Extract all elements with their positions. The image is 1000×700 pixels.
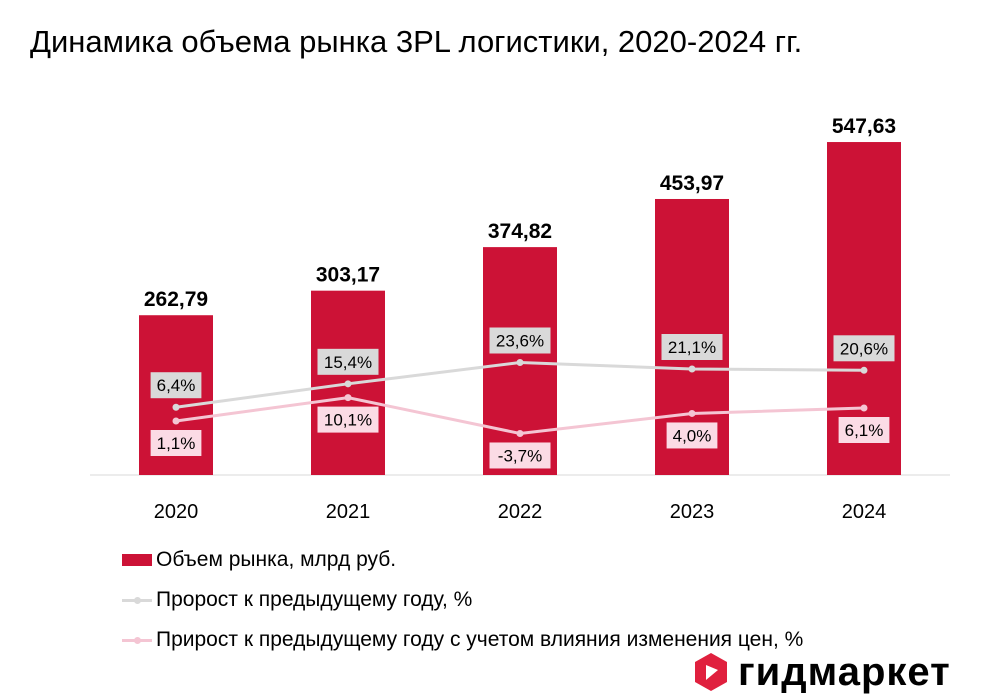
real-growth-point-2022 bbox=[516, 429, 524, 437]
growth-label-box-2021 bbox=[317, 348, 379, 375]
legend-item-market-volume: Объем рынка, млрд руб. bbox=[122, 540, 803, 580]
growth-point-2020 bbox=[172, 403, 180, 411]
chart-legend: Объем рынка, млрд руб. Пророст к предыду… bbox=[122, 540, 803, 660]
legend-label-real-growth: Прирост к предыдущему году с учетом влия… bbox=[156, 628, 804, 651]
real-growth-label-2023: 4,0% bbox=[673, 426, 712, 445]
legend-swatch-real-growth-line bbox=[122, 634, 152, 646]
bar-value-label-2021: 303,17 bbox=[316, 264, 380, 287]
growth-label-box-2020 bbox=[150, 372, 202, 399]
bar-value-label-2024: 547,63 bbox=[832, 115, 896, 138]
x-tick-label-2022: 2022 bbox=[498, 501, 543, 523]
real-growth-label-box-2021 bbox=[317, 406, 379, 433]
real-growth-label-box-2020 bbox=[150, 430, 202, 456]
real-growth-point-2024 bbox=[860, 404, 868, 412]
growth-label-box-2022 bbox=[489, 327, 551, 354]
real-growth-label-box-2024 bbox=[838, 417, 890, 443]
x-tick-label-2023: 2023 bbox=[670, 501, 715, 523]
brand-logo: гидмаркет bbox=[694, 652, 951, 692]
real-growth-label-2020: 1,1% bbox=[157, 434, 196, 453]
chart-area: 262,79 2020 303,17 2021 374,82 2022 453,97 2023… bbox=[90, 115, 950, 523]
growth-point-2021 bbox=[344, 380, 352, 388]
growth-point-2023 bbox=[688, 365, 696, 373]
x-tick-label-2020: 2020 bbox=[154, 501, 199, 523]
legend-label-growth: Пророст к предыдущему году, % bbox=[156, 588, 473, 611]
legend-label-market-volume: Объем рынка, млрд руб. bbox=[156, 548, 397, 571]
real-growth-label-box-2023 bbox=[666, 422, 718, 449]
legend-swatch-bar bbox=[122, 554, 152, 566]
growth-label-2020: 6,4% bbox=[157, 376, 196, 395]
growth-point-2022 bbox=[516, 359, 524, 366]
brand-logo-text: гидмаркет bbox=[738, 650, 951, 694]
legend-item-real-growth: Прирост к предыдущему году с учетом влия… bbox=[122, 620, 803, 660]
chart-title: Динамика объема рынка 3PL логистики, 202… bbox=[30, 24, 803, 59]
growth-label-2022: 23,6% bbox=[496, 332, 544, 351]
legend-swatch-growth-line bbox=[122, 594, 152, 606]
growth-label-2024: 20,6% bbox=[840, 339, 888, 358]
bar-value-label-2020: 262,79 bbox=[144, 288, 208, 311]
real-growth-label-box-2022 bbox=[489, 442, 551, 469]
growth-label-box-2024 bbox=[833, 335, 895, 362]
bar-value-label-2023: 453,97 bbox=[660, 172, 724, 195]
real-growth-point-2023 bbox=[688, 409, 696, 417]
bar-value-label-2022: 374,82 bbox=[488, 220, 552, 243]
real-growth-point-2021 bbox=[344, 394, 352, 402]
growth-label-2023: 21,1% bbox=[668, 338, 716, 357]
growth-label-2021: 15,4% bbox=[324, 353, 372, 372]
hexagon-logo-icon bbox=[695, 653, 727, 691]
legend-item-growth: Пророст к предыдущему году, % bbox=[122, 580, 803, 620]
real-growth-label-2024: 6,1% bbox=[845, 421, 884, 440]
growth-label-box-2023 bbox=[661, 334, 723, 360]
real-growth-label-2021: 10,1% bbox=[324, 411, 372, 430]
real-growth-point-2020 bbox=[172, 417, 180, 425]
growth-point-2024 bbox=[860, 366, 868, 374]
x-tick-label-2024: 2024 bbox=[842, 501, 887, 523]
real-growth-label-2022: -3,7% bbox=[498, 446, 542, 465]
x-tick-label-2021: 2021 bbox=[326, 501, 371, 523]
